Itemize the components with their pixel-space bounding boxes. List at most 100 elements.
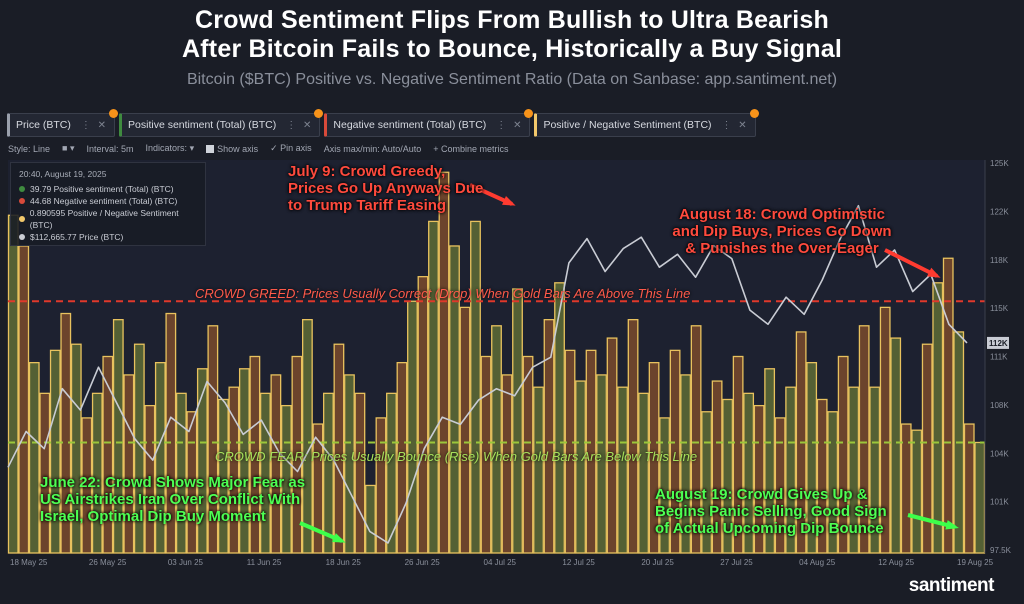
- santiment-logo: santiment: [908, 575, 995, 596]
- y-tick-label: 118K: [990, 256, 1009, 265]
- sentiment-area-bar: [480, 356, 492, 553]
- legend-timestamp: 20:40, August 19, 2025: [19, 169, 107, 179]
- tab-negative-sentiment[interactable]: Negative sentiment (Total) (BTC) ⋮ ✕: [324, 109, 534, 137]
- sentiment-area-bar: [848, 387, 859, 553]
- tab-menu-close-icon[interactable]: ⋮ ✕: [286, 119, 314, 131]
- ratio-bar: [428, 220, 439, 554]
- sentiment-area-bar: [533, 387, 544, 553]
- btc-coin-icon: [524, 109, 534, 118]
- ratio-bar: [764, 368, 776, 554]
- btc-coin-icon: [749, 109, 759, 118]
- sentiment-area-bar: [260, 393, 271, 553]
- ratio-bar: [512, 288, 523, 554]
- x-tick-label: 26 May 25: [89, 558, 127, 567]
- combine-metrics-button[interactable]: + Combine metrics: [433, 143, 509, 154]
- y-tick-label: 108K: [990, 401, 1009, 410]
- ratio-bar: [617, 386, 628, 554]
- interval-select[interactable]: Interval: 5m: [86, 143, 134, 154]
- sentiment-area-bar: [165, 313, 177, 553]
- sentiment-area-bar: [333, 344, 345, 553]
- ratio-bar: [123, 374, 135, 554]
- annotation-aug19: August 19: Crowd Gives Up & Begins Panic…: [655, 486, 887, 537]
- tab-price[interactable]: Price (BTC) ⋮ ✕: [7, 109, 119, 137]
- sentiment-area-bar: [785, 387, 796, 553]
- ratio-bar: [217, 398, 229, 554]
- ratio-bar: [459, 306, 471, 554]
- sentiment-area-bar: [617, 387, 628, 553]
- ratio-bar: [91, 392, 103, 554]
- tab-menu-close-icon[interactable]: ⋮ ✕: [496, 119, 524, 131]
- sentiment-area-bar: [281, 405, 292, 553]
- y-tick-label: 101K: [990, 498, 1009, 507]
- ratio-bar: [312, 423, 324, 554]
- color-picker-icon[interactable]: ■ ▾: [62, 143, 75, 153]
- ratio-bar: [480, 355, 492, 554]
- tab-ratio[interactable]: Positive / Negative Sentiment (BTC) ⋮ ✕: [534, 109, 759, 137]
- y-tick-label: 97.5K: [990, 546, 1012, 555]
- ratio-bar: [669, 349, 681, 554]
- tab-positive-sentiment[interactable]: Positive sentiment (Total) (BTC) ⋮ ✕: [119, 109, 324, 137]
- series-dot-icon: [19, 234, 25, 240]
- arrow-july9-head: [502, 196, 516, 206]
- ratio-bar: [186, 411, 198, 554]
- ratio-bar: [743, 392, 755, 554]
- arrow-aug19-head: [945, 520, 959, 530]
- sentiment-area-bar: [806, 362, 817, 553]
- sentiment-area-bar: [690, 325, 702, 553]
- sentiment-area-bar: [858, 325, 870, 553]
- tab-menu-close-icon[interactable]: ⋮ ✕: [721, 119, 749, 131]
- ratio-bar: [354, 392, 366, 554]
- sentiment-area-bar: [974, 442, 985, 553]
- headline-line-1: Crowd Sentiment Flips From Bullish to Ul…: [195, 6, 829, 34]
- ratio-bar: [869, 386, 881, 554]
- sentiment-area-bar: [627, 319, 639, 553]
- ratio-bar: [596, 374, 607, 554]
- ratio-bar: [774, 417, 786, 554]
- style-select[interactable]: Style: Line: [8, 143, 51, 154]
- sentiment-area-bar: [270, 374, 282, 553]
- chart-area[interactable]: 125K 122K 118K 115K 111K 108K 104K 101K 97.5K 112…: [0, 155, 1024, 599]
- ratio-bar: [280, 404, 292, 554]
- sentiment-area-bar: [648, 362, 660, 553]
- btc-coin-icon: [314, 109, 324, 118]
- indicators-select[interactable]: Indicators: ▾: [145, 143, 195, 153]
- sentiment-area-bar: [900, 424, 912, 553]
- sentiment-area-bar: [638, 393, 649, 553]
- ratio-bar: [344, 374, 355, 554]
- sentiment-area-bar: [722, 399, 733, 553]
- ratio-bar: [522, 355, 534, 554]
- x-tick-label: 03 Jun 25: [168, 558, 204, 567]
- ratio-bar: [921, 343, 933, 554]
- ratio-bar: [407, 300, 418, 554]
- tab-menu-close-icon[interactable]: ⋮ ✕: [80, 119, 109, 131]
- sentiment-area-bar: [606, 338, 618, 553]
- ratio-bar: [900, 423, 912, 554]
- sentiment-area-bar: [732, 356, 744, 553]
- ratio-bar: [396, 361, 408, 554]
- show-axis-toggle[interactable]: Show axis: [206, 144, 258, 154]
- x-tick-label: 12 Jul 25: [562, 558, 595, 567]
- sentiment-area-bar: [491, 325, 502, 553]
- ratio-bar: [879, 306, 891, 554]
- sentiment-area-bar: [774, 417, 786, 553]
- sentiment-area-bar: [816, 399, 828, 553]
- chart-subtitle: Bitcoin ($BTC) Positive vs. Negative Sen…: [186, 71, 838, 88]
- checkbox-icon: [206, 145, 215, 154]
- ratio-bar: [785, 386, 797, 554]
- ratio-bar: [501, 374, 513, 554]
- ratio-bar: [858, 325, 870, 554]
- fear-threshold-label: CROWD FEAR: Prices Usually Bounce (Rise)…: [215, 449, 698, 464]
- ratio-bar: [259, 392, 271, 554]
- ratio-bar: [491, 325, 502, 554]
- sentiment-area-bar: [92, 393, 103, 553]
- x-tick-label: 19 Aug 25: [957, 558, 994, 567]
- axis-range-select[interactable]: Axis max/min: Auto/Auto: [323, 143, 422, 154]
- chart-toolbar: Style: Line ■ ▾ Interval: 5m Indicators:…: [8, 143, 509, 154]
- sentiment-area-bar: [312, 424, 324, 553]
- ratio-bar: [28, 361, 40, 554]
- pin-axis-toggle[interactable]: ✓ Pin axis: [270, 143, 312, 153]
- sentiment-area-bar: [522, 356, 534, 553]
- hover-legend: 20:40, August 19, 2025 39.79 Positive se…: [10, 162, 206, 246]
- sentiment-area-bar: [39, 393, 51, 553]
- x-tick-label: 04 Jul 25: [484, 558, 517, 567]
